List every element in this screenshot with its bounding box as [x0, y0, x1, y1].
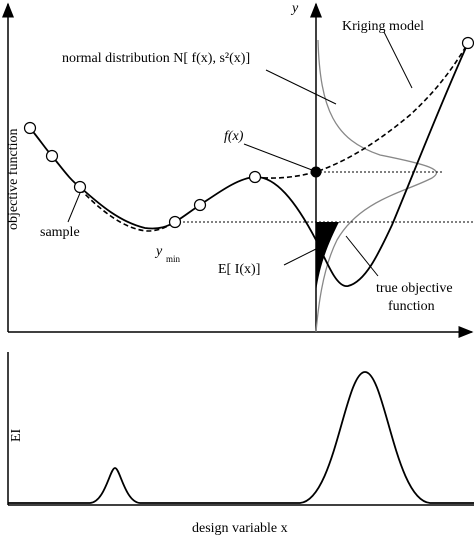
- samples: [23, 36, 474, 229]
- leader: [67, 192, 81, 223]
- sample-point: [45, 149, 59, 163]
- sample-point: [73, 180, 87, 194]
- ei-label: E[ I(x)]: [218, 262, 260, 277]
- sample-point: [248, 170, 262, 184]
- ymin-sub: min: [166, 254, 181, 264]
- ei-title: EI: [9, 428, 24, 442]
- fx-label: f(x): [224, 129, 244, 144]
- kriging-left: [79, 188, 176, 232]
- kriging-label: Kriging model: [342, 19, 424, 34]
- leader: [283, 247, 319, 266]
- x-title: design variable x: [192, 521, 288, 536]
- sample-point: [168, 215, 182, 229]
- sample-point: [193, 198, 207, 212]
- y-title: objective function: [6, 129, 21, 230]
- sample-point: [23, 121, 37, 135]
- true-label-2: function: [388, 299, 435, 314]
- true-function: [29, 42, 469, 287]
- true-label: true objective: [376, 281, 453, 296]
- leader: [383, 31, 413, 89]
- pdf-curve: [315, 39, 438, 333]
- ei-curve: [8, 371, 474, 504]
- leader: [243, 143, 313, 171]
- kriging-right: [254, 42, 469, 179]
- ymin-label: y: [154, 244, 163, 259]
- prediction-point: [310, 166, 322, 178]
- y-label: y: [290, 1, 299, 16]
- leader: [265, 69, 337, 105]
- ei-area: [316, 222, 339, 292]
- normal-dist-label: normal distribution N[ f(x), s²(x)]: [62, 51, 250, 66]
- leader: [345, 235, 379, 277]
- sample-point: [461, 36, 474, 50]
- sample-label: sample: [40, 225, 80, 240]
